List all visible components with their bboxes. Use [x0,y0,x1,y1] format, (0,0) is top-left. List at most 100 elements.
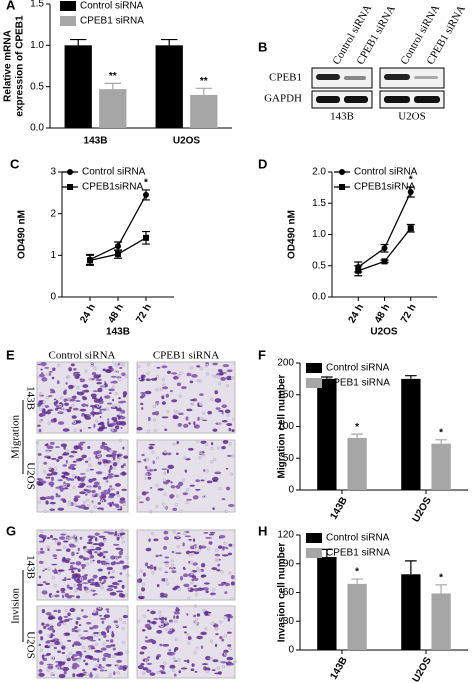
cell [72,673,76,678]
significance: * [439,572,443,583]
x-tick-label: 72 h [399,302,419,325]
pore [231,543,236,548]
cell [92,574,98,579]
pore [195,646,200,650]
cell [107,502,111,505]
pore [47,633,51,638]
cell [177,423,182,427]
pore [216,446,221,450]
pore [231,417,236,422]
cell [212,479,218,482]
cell [173,673,177,677]
cell [193,421,196,426]
cell [109,591,117,596]
cell [54,641,61,646]
cell [107,418,110,421]
cell [193,614,197,618]
pore [177,587,182,592]
pore [54,539,59,544]
cell [212,428,218,432]
cell [37,424,41,427]
cell [166,469,169,474]
y-tick-label: 200 [277,358,294,369]
pore [104,463,108,467]
cell [185,416,189,421]
pore [95,674,99,678]
pore [216,375,221,379]
cell [158,670,165,673]
x-tick-label: 48 h [373,302,393,325]
cell [68,406,73,410]
pore [164,627,168,632]
pore [72,534,77,538]
pore [210,446,214,451]
cell [139,651,145,655]
cell [103,633,107,638]
cell [219,635,223,640]
cell [71,551,75,557]
pore [101,665,105,670]
cell [61,594,65,599]
micrograph-group-label: Migration [10,415,22,459]
pore [42,569,46,573]
cell [93,481,100,486]
cell [55,486,62,489]
cell [223,649,229,654]
cell [71,415,77,419]
cell [100,647,107,651]
micrograph [35,438,129,514]
cell [73,497,79,502]
micrograph-row-label: 143B [24,555,36,579]
cell [44,568,48,570]
pore [65,449,69,453]
cell [63,429,66,432]
pore [198,450,203,455]
pore [110,487,114,491]
cell [62,464,68,467]
cell [44,366,50,369]
cell [184,631,187,634]
legend-label: CPEB1siRNA [354,182,415,193]
cell [200,631,207,636]
cell [176,441,179,445]
cell [122,565,130,569]
pore [72,485,76,489]
pore [172,656,176,661]
cell [65,548,71,553]
cell [79,536,83,540]
pore [194,618,199,622]
pore [85,562,90,566]
cell [57,507,65,511]
pore [111,404,116,408]
cell [109,485,113,488]
pore [212,457,217,462]
cell [64,559,70,564]
cell [61,652,66,654]
cell [41,372,44,375]
cell [103,446,110,451]
cell [136,426,143,431]
pore [209,639,214,644]
cell [47,537,50,540]
pore [205,669,210,674]
cell [200,645,204,649]
cell [105,627,109,631]
cell [110,555,116,560]
cell [192,562,198,566]
pore [161,502,166,506]
cell [89,554,95,559]
pore [223,541,227,545]
cell [193,424,200,429]
cell [160,620,165,624]
cell [99,416,102,418]
cell [214,471,222,475]
pore [158,610,162,614]
pore [216,666,221,670]
cell [205,536,213,539]
cell [217,583,225,586]
pore [170,559,175,563]
pore [212,588,216,592]
pore [72,420,77,424]
pore [62,545,67,549]
pore [98,632,102,636]
